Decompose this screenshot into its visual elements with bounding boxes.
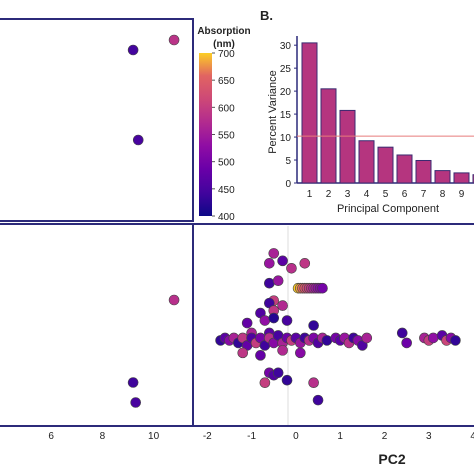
bar-pc-1 [301,42,318,184]
bottom-right-scatter-point [321,335,333,346]
bar-y-tick-label: 10 [280,133,292,144]
colorbar-ticks: 400 450 500 550 600 650 700 [212,49,235,223]
bar-y-tick-label: 30 [280,41,292,52]
colorbar-tick-label: 450 [218,185,235,196]
bottom-right-scatter-point [259,315,271,326]
bottom-right-scatter-point [312,394,324,406]
bar-y-axis-label: Percent Variance [267,70,279,154]
bottom-right-scatter-point [259,377,271,389]
colorbar-gradient [199,53,212,216]
bottom-right-scatter-points [215,248,461,406]
bottom-left-scatter-point [127,377,139,388]
bottom-right-x-tick-label: 4 [470,431,474,442]
bottom-left-scatter-point [168,294,180,306]
bottom-right-scatter-point [281,374,293,386]
bar-x-tick-label: 1 [307,189,313,200]
bar-pc-3 [339,109,356,184]
bottom-left-scatter-points [127,294,180,408]
bottom-right-scatter-point [272,275,284,287]
bar-x-tick-label: 5 [383,189,389,200]
bar-chart-bars [301,42,474,184]
bar-x-tick-label: 8 [440,189,446,200]
bottom-right-scatter-point [299,258,311,269]
bottom-left-scatter-point [130,397,141,408]
bar-chart-ticks: 12345678910051015202530 [280,41,465,200]
bottom-right-scatter-point [255,350,266,361]
bar-x-axis-label: Principal Component [337,203,439,215]
top-left-scatter-points [127,34,180,146]
bar-x-tick-label: 2 [326,189,332,200]
colorbar-title-line1: Absorption [197,26,250,37]
bottom-right-scatter-point [286,262,297,274]
bar-x-tick-label: 3 [345,189,351,200]
bottom-right-scatter-point [277,345,288,356]
top-left-scatter-frame [0,18,194,222]
bottom-left-x-tick-label: 6 [48,431,54,442]
bottom-right-scatter-point [241,317,253,329]
bottom-right-scatter-point [264,277,275,289]
bar-x-tick-label: 6 [402,189,408,200]
pc2-axis-label: PC2 [378,451,405,467]
bar-pc-4 [358,140,375,184]
bottom-right-scatter-point [308,377,319,389]
bottom-left-x-tick-label: 8 [100,431,106,442]
bar-y-tick-label: 5 [285,156,291,167]
bottom-right-x-tick-label: 3 [426,431,432,442]
bottom-right-scatter-point [268,312,280,324]
bar-pc-9 [453,172,470,184]
bottom-right-scatter-point [450,335,461,346]
top-left-scatter-point [168,34,180,46]
colorbar-tick-label: 400 [218,212,235,223]
colorbar-title-line2: (nm) [213,39,235,50]
colorbar-tick-label: 650 [218,76,235,87]
bar-y-tick-label: 20 [280,87,292,98]
bottom-left-scatter-frame [0,223,194,427]
bar-y-tick-label: 25 [280,64,292,75]
bottom-right-scatter-point [401,337,412,349]
bar-pc-5 [377,146,394,184]
bottom-right-scatter-point [264,258,275,269]
bottom-right-x-tick-label: 2 [382,431,388,442]
bar-x-tick-label: 7 [421,189,427,200]
bar-pc-8 [434,170,451,184]
bottom-right-x-ticks: -2 -1 0 1 2 3 4 [203,431,474,442]
bottom-right-x-tick-label: -2 [203,431,212,442]
bottom-right-scatter-point [295,347,306,359]
bottom-right-scatter-point [361,332,373,344]
colorbar-tick-label: 500 [218,158,235,169]
top-left-scatter-point [127,44,139,56]
bar-pc-7 [415,159,432,184]
bottom-right-scatter-point [272,367,284,379]
bar-x-tick-label: 4 [364,189,370,200]
bottom-left-x-tick-label: 10 [148,431,160,442]
colorbar-tick-label: 600 [218,103,235,114]
bottom-right-scatter-point [268,248,280,259]
colorbar-tick-label: 700 [218,49,235,60]
colorbar-tick-label: 550 [218,131,235,142]
bottom-right-scatter-point [396,327,408,339]
bottom-right-scatter-point [308,320,319,331]
bottom-right-scatter-point [427,332,439,344]
bar-y-tick-label: 15 [280,110,292,121]
bottom-right-x-tick-label: 0 [293,431,299,442]
bottom-right-x-tick-label: -1 [247,431,256,442]
bottom-right-scatter-point [277,255,288,267]
bottom-left-x-ticks: 6 8 10 [48,431,159,442]
bar-pc-6 [396,154,413,184]
bottom-right-scatter-point [317,282,328,294]
bar-y-tick-label: 0 [285,179,291,190]
panel-b-label: B. [260,8,273,23]
bottom-right-scatter-frame [192,223,474,427]
top-left-scatter-point [132,134,144,146]
bottom-right-scatter-point [237,347,249,359]
bar-x-tick-label: 9 [459,189,465,200]
bottom-right-scatter-point [281,315,293,326]
bottom-right-x-tick-label: 1 [337,431,343,442]
bottom-right-scatter-point [277,300,288,311]
